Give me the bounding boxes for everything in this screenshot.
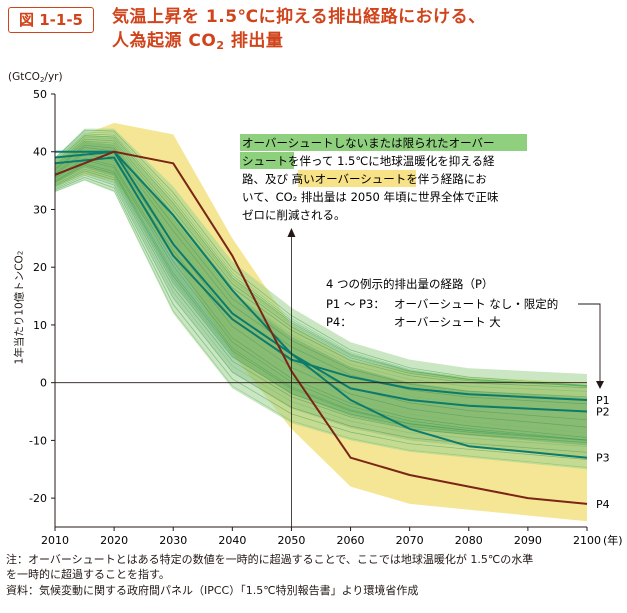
source-line: 資料：気候変動に関する政府間パネル（IPCC）「1.5℃特別報告書」より環境省作…: [6, 584, 419, 597]
title-line-1: 気温上昇を 1.5℃に抑える排出経路における、: [112, 7, 486, 27]
annotation-line-2: シュートを伴って 1.5℃に地球温暖化を抑える経: [242, 154, 495, 168]
y-tick-label: 0: [40, 377, 47, 390]
note-line-2: を一時的に超過することを指す。: [6, 568, 170, 581]
series-label-p1: P1: [596, 394, 610, 407]
figure-number-badge: 図 1-1-5: [8, 7, 94, 33]
annotation-line-1: オーバーシュートしないまたは限られたオーバー: [242, 136, 495, 150]
band-no-or-limited-overshoot-range: [55, 128, 587, 470]
legend-title: 4 つの例示的排出量の経路（P）: [326, 277, 493, 291]
note-line-1: 注：オーバーシュートとはある特定の数値を一時的に超過することで、ここでは地球温暖…: [6, 553, 534, 566]
band-inner-1: [55, 135, 587, 458]
x-tick-label: 2020: [100, 534, 128, 547]
annotation-highlight-yellow: [298, 170, 416, 187]
annotation-highlight-green-1: [240, 134, 527, 151]
series-line-p2: [54, 150, 588, 413]
annotation-line-3: 路、及び 高いオーバーシュートを伴う経路にお: [242, 172, 487, 186]
legend-connector-line: [578, 303, 601, 385]
y-tick-label: -20: [29, 492, 47, 505]
x-tick-label: 2050: [277, 534, 305, 547]
x-tick-label: 2060: [337, 534, 365, 547]
y-tick-label: 30: [33, 203, 47, 216]
reference-arrowhead: [287, 228, 296, 237]
x-tick-label: 2030: [159, 534, 187, 547]
chart-title: 気温上昇を 1.5℃に抑える排出経路における、 人為起源 CO2 排出量: [112, 5, 486, 58]
y-tick-label: 10: [33, 319, 47, 332]
series-label-p3: P3: [596, 452, 610, 465]
x-tick-label: 2070: [396, 534, 424, 547]
annotation-line-5: ゼロに削減される。: [242, 208, 346, 222]
series-line-p4: [54, 150, 588, 505]
x-tick-label: 2040: [218, 534, 246, 547]
series-line-p1: [54, 156, 588, 401]
series-label-p2: P2: [596, 406, 610, 419]
annotation-highlight-green-2: [240, 152, 294, 169]
y-tick-label: -10: [29, 434, 47, 447]
x-tick-label: 2100: [573, 534, 601, 547]
x-tick-label: 2080: [455, 534, 483, 547]
series-label-p4: P4: [596, 498, 610, 511]
y-tick-label: 50: [33, 88, 47, 101]
legend-row-1: P1 〜 P3： オーバーシュート なし・限定的: [326, 297, 558, 311]
y-tick-label: 20: [33, 261, 47, 274]
annotation-line-4: いて、CO₂ 排出量は 2050 年頃に世界全体で正味: [242, 190, 499, 204]
x-tick-label: 2090: [514, 534, 542, 547]
y-tick-label: 40: [33, 146, 47, 159]
x-tick-label: 2010: [41, 534, 69, 547]
series-line-p3: [55, 150, 588, 459]
legend-row-2: P4： オーバーシュート 大: [326, 315, 501, 329]
x-axis-unit: (年): [603, 533, 623, 547]
y-axis-unit: (GtCO2/yr): [8, 71, 63, 84]
title-line-2: 人為起源 CO2 排出量: [112, 31, 284, 52]
legend-connector-arrowhead: [596, 381, 604, 389]
